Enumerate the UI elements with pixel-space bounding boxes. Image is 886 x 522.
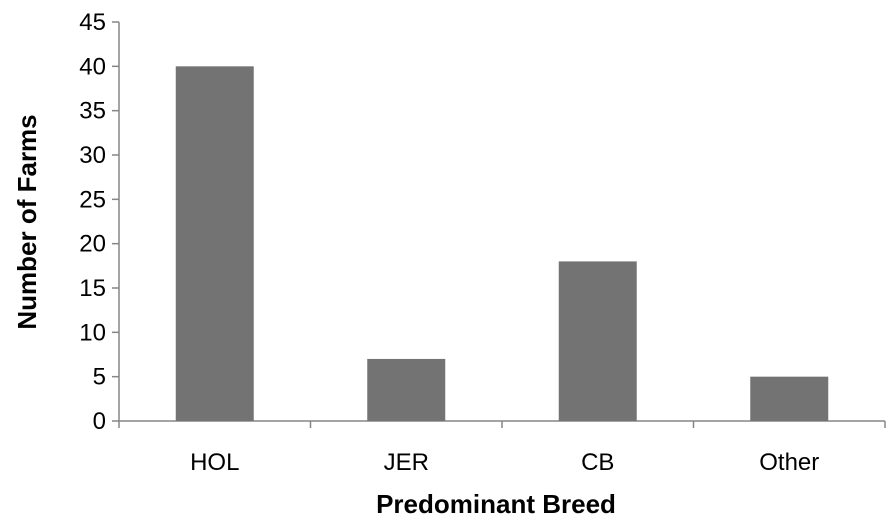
bar-hol <box>175 66 254 421</box>
y-tick-label: 40 <box>79 53 106 80</box>
y-tick-label: 5 <box>93 364 106 391</box>
bar-jer <box>367 358 446 421</box>
bar-other <box>750 376 829 421</box>
y-axis: 0 5 10 15 20 25 30 35 40 45 <box>79 9 120 435</box>
bars <box>175 66 829 421</box>
x-tick-label: CB <box>581 449 614 476</box>
y-tick-label: 20 <box>79 231 106 258</box>
x-axis-title: Predominant Breed <box>376 489 616 519</box>
y-tick-label: 10 <box>79 319 106 346</box>
y-tick-label: 30 <box>79 142 106 169</box>
y-axis-title: Number of Farms <box>12 114 42 329</box>
bar-cb <box>558 261 637 421</box>
y-tick-label: 0 <box>93 408 106 435</box>
x-axis: HOL JER CB Other <box>118 420 886 476</box>
x-tick-label: JER <box>384 449 429 476</box>
y-tick-label: 15 <box>79 275 106 302</box>
x-tick-label: HOL <box>190 449 239 476</box>
y-tick-label: 45 <box>79 9 106 36</box>
y-tick-label: 35 <box>79 98 106 125</box>
y-tick-label: 25 <box>79 186 106 213</box>
x-tick-label: Other <box>759 449 819 476</box>
